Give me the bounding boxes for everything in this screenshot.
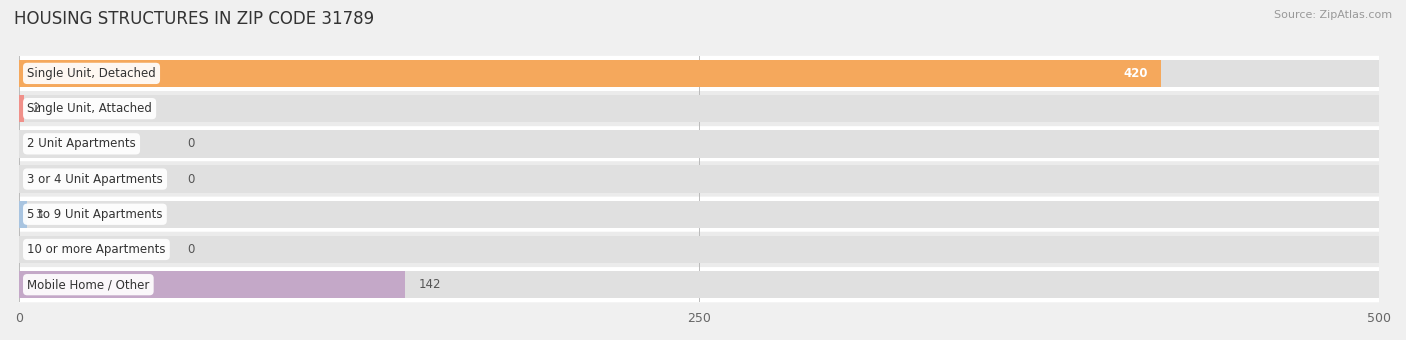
- Bar: [20, 236, 1379, 263]
- Bar: [20, 60, 1161, 87]
- FancyBboxPatch shape: [20, 91, 1379, 126]
- Bar: [20, 95, 1379, 122]
- Text: 142: 142: [419, 278, 441, 291]
- Text: Single Unit, Detached: Single Unit, Detached: [27, 67, 156, 80]
- Text: 5 to 9 Unit Apartments: 5 to 9 Unit Apartments: [27, 208, 163, 221]
- FancyBboxPatch shape: [20, 232, 1379, 267]
- Text: Mobile Home / Other: Mobile Home / Other: [27, 278, 149, 291]
- Text: HOUSING STRUCTURES IN ZIP CODE 31789: HOUSING STRUCTURES IN ZIP CODE 31789: [14, 10, 374, 28]
- Text: 3: 3: [35, 208, 42, 221]
- Text: 10 or more Apartments: 10 or more Apartments: [27, 243, 166, 256]
- FancyBboxPatch shape: [20, 267, 1379, 302]
- Bar: [20, 165, 1379, 193]
- Text: 2: 2: [32, 102, 41, 115]
- Bar: [20, 271, 1379, 299]
- Text: 3 or 4 Unit Apartments: 3 or 4 Unit Apartments: [27, 172, 163, 186]
- Text: 420: 420: [1123, 67, 1147, 80]
- Text: Source: ZipAtlas.com: Source: ZipAtlas.com: [1274, 10, 1392, 20]
- Text: 0: 0: [187, 137, 195, 150]
- Bar: [20, 130, 1379, 157]
- Text: 0: 0: [187, 243, 195, 256]
- FancyBboxPatch shape: [20, 126, 1379, 162]
- FancyBboxPatch shape: [20, 197, 1379, 232]
- Text: 0: 0: [187, 172, 195, 186]
- Bar: [20, 201, 27, 228]
- Bar: [20, 271, 405, 299]
- Text: Single Unit, Attached: Single Unit, Attached: [27, 102, 152, 115]
- Bar: [20, 95, 24, 122]
- Bar: [20, 60, 1379, 87]
- Text: 2 Unit Apartments: 2 Unit Apartments: [27, 137, 136, 150]
- Bar: [20, 201, 1379, 228]
- FancyBboxPatch shape: [20, 56, 1379, 91]
- FancyBboxPatch shape: [20, 162, 1379, 197]
